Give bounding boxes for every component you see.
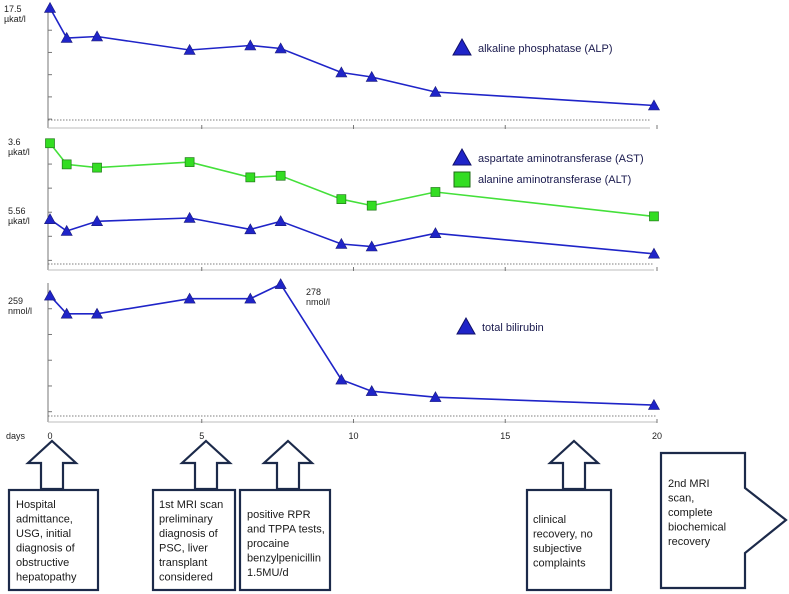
panel-1-series-1-point-5 (275, 170, 286, 181)
panel-1-series-0-point-5 (274, 215, 287, 226)
panel-0-series-0-point-8 (429, 85, 442, 97)
event-3-arrow (547, 439, 601, 491)
panel-1-series-0-point-4 (244, 223, 257, 235)
series-layer (43, 1, 660, 410)
panel-1-series-1-point-0 (45, 138, 55, 149)
panel-1-series-1-point-3 (184, 157, 195, 167)
event-2-text: positive RPR and TPPA tests, procaine benzy… (247, 509, 325, 579)
panel-0-series-0-point-3 (183, 43, 196, 55)
panel-0-series-0-point-9 (647, 99, 660, 111)
event-2-arrow (261, 439, 315, 491)
legend-ast-label: aspartate aminotransferase (AST) (478, 153, 644, 165)
event-0-box (7, 488, 100, 592)
legend-bilirubin-marker (456, 316, 476, 335)
x-tick-label-20: 20 (652, 431, 662, 441)
panel-1-series-0-point-0 (43, 213, 57, 224)
panel-2-series-0-point-1 (60, 307, 73, 319)
panel-1-series-1-line (49, 142, 655, 218)
panel-2-series-0-point-6 (335, 373, 348, 385)
panel-0-series-0-point-7 (365, 70, 378, 82)
panel-1-series-0-point-6 (335, 237, 348, 249)
event-1-text: 1st MRI scan preliminary diagnosis of PSC, … (159, 499, 223, 584)
event-3-box (525, 488, 613, 592)
x-tick-label-0: 0 (47, 431, 52, 441)
panel-1-series-1-point-8 (430, 187, 441, 197)
panel-0-series-0-line (49, 7, 655, 107)
panel-1-series-1-point-6 (336, 194, 347, 204)
panel-1-series-0-point-7 (365, 240, 378, 252)
legend-ast-marker (452, 147, 472, 166)
panel-2-series-0-line (49, 283, 655, 406)
panel-0-series-0-point-1 (60, 31, 73, 43)
axes-layer (47, 8, 658, 423)
panel-1-series-1-point-4 (245, 172, 256, 183)
panel-1-series-0-point-2 (91, 215, 104, 226)
x-tick-label-5: 5 (199, 431, 204, 441)
panel-2-series-0-point-3 (183, 292, 196, 304)
legend-alp-label: alkaline phosphatase (ALP) (478, 43, 613, 55)
alt-y-label: 3.6 µkat/l (8, 137, 30, 157)
panel-2-series-0-point-2 (91, 307, 104, 319)
bilirubin-peak-annotation: 278 nmol/l (306, 287, 330, 307)
panel-0-series-0-point-0 (43, 1, 57, 13)
panel-1-series-1-point-7 (366, 200, 377, 211)
event-0-arrow (25, 439, 79, 491)
alp-y-label: 17.5 µkat/l (4, 4, 26, 24)
panel-0-series-0-point-6 (335, 66, 348, 78)
legend-alt-label: alanine aminotransferase (ALT) (478, 174, 631, 186)
callouts-layer: Hospital admittance, USG, initial diagnosis… (7, 439, 788, 592)
panel-2-series-0-point-4 (244, 292, 257, 304)
legend-alt-marker (453, 171, 471, 188)
text-layer: 17.5 µkat/l 3.6 µkat/l 5.56 µkat/l 259 nmol/l 27… (4, 4, 662, 441)
ast-y-label: 5.56 µkat/l (8, 206, 30, 226)
event-3-text: clinical recovery, no subjective complaints (533, 514, 593, 570)
panel-1-series-0-line (49, 217, 655, 255)
event-1-arrow (179, 439, 233, 491)
x-axis-label: days (6, 431, 26, 441)
event-4-arrow-box (659, 451, 788, 590)
event-0-text: Hospital admittance, USG, initial diagnosis… (16, 499, 77, 584)
panel-0-series-0-point-5 (274, 42, 287, 54)
event-1-box (151, 488, 237, 592)
panel-2-series-0-point-7 (365, 385, 378, 396)
panel-1-series-0-point-9 (647, 247, 660, 259)
x-tick-label-15: 15 (500, 431, 510, 441)
bilirubin-y-label: 259 nmol/l (8, 296, 32, 316)
panel-1-series-1-point-2 (92, 162, 102, 173)
x-tick-label-10: 10 (348, 431, 358, 441)
legend-alp-marker (452, 37, 472, 56)
legend-bilirubin-label: total bilirubin (482, 322, 544, 334)
panel-2-series-0-point-5 (274, 278, 287, 289)
panel-1-series-1-point-9 (649, 211, 659, 222)
panel-1-series-0-point-8 (429, 227, 442, 238)
panel-2-series-0-point-8 (429, 391, 442, 402)
event-2-box (238, 488, 332, 592)
panel-1-series-0-point-1 (60, 224, 73, 236)
panel-2-series-0-point-9 (647, 398, 660, 410)
panel-2-series-0-point-0 (43, 289, 57, 301)
panel-1-series-1-point-1 (61, 159, 72, 170)
panel-0-series-0-point-4 (244, 39, 257, 51)
event-4-text: 2nd MRI scan, complete biochemical recovery (668, 478, 726, 548)
panel-0-series-0-point-2 (91, 30, 104, 42)
panel-1-series-0-point-3 (183, 211, 196, 223)
